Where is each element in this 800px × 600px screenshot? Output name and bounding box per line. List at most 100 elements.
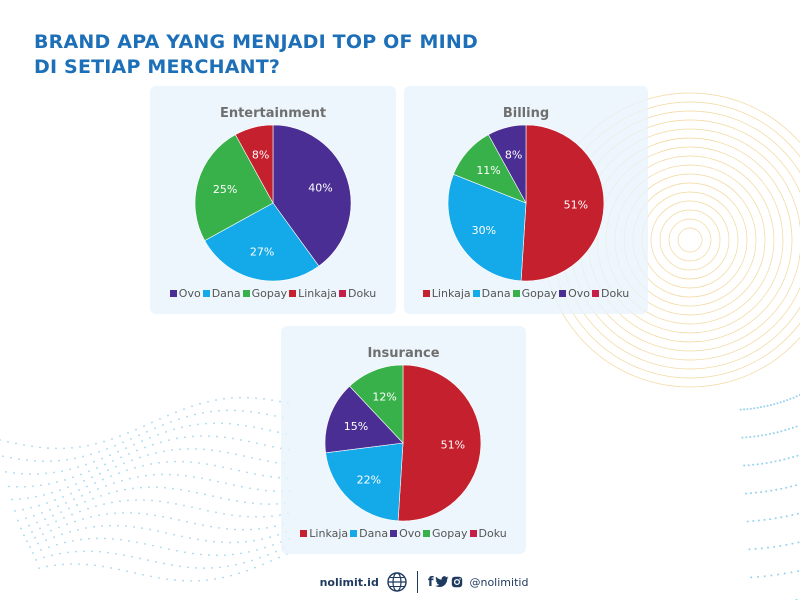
decorative-dot [248,440,250,443]
decorative-dot [153,473,155,476]
decorative-dot [212,495,214,498]
decorative-dot [90,516,92,518]
decorative-dot [760,491,763,494]
decorative-dot [768,432,771,435]
decorative-dot [274,525,276,528]
decorative-dot [275,550,277,553]
decorative-dot [50,529,52,532]
social-handle[interactable]: @nolimitid [469,575,529,589]
decorative-dot [224,436,226,439]
decorative-dot [251,559,253,562]
decorative-dot [99,550,101,553]
decorative-dot [2,455,4,458]
decorative-dot [192,552,194,555]
decorative-dot [750,576,753,579]
decorative-dot [210,410,212,413]
decorative-dot [766,404,769,407]
decorative-dot [752,520,755,523]
decorative-dot [103,440,105,443]
decorative-dot [57,505,59,508]
decorative-dot [109,524,111,527]
legend-swatch [422,290,430,297]
decorative-dot [155,561,157,563]
decorative-dot [773,403,776,406]
slice-label-dana: 27% [250,246,274,259]
decorative-dot [275,461,277,464]
decorative-dot [188,490,190,493]
decorative-dot [108,492,110,495]
decorative-ring [677,227,703,253]
decorative-dot [144,543,146,545]
decorative-dot [66,458,68,461]
decorative-dot [97,488,99,490]
decorative-dot [71,446,73,449]
decorative-dot [256,442,258,445]
decorative-dot [233,484,235,487]
decorative-dot [55,447,57,450]
globe-icon [387,572,407,592]
decorative-dot [757,434,760,437]
legend-label: Linkaja [309,527,349,540]
decorative-dot [786,399,789,402]
decorative-dot [219,566,221,569]
decorative-dot [266,526,268,529]
decorative-dot [220,497,222,499]
pie-slice-linkaja [235,124,274,204]
decorative-dot [27,497,29,500]
decorative-dot [795,425,798,428]
decorative-dot [101,457,103,460]
decorative-dot [770,574,773,577]
legend-swatch [472,290,480,297]
decorative-dot [221,541,223,544]
twitter-icon[interactable] [435,576,449,588]
decorative-dot [232,553,234,556]
decorative-dot [55,520,57,523]
legend-label: Linkaja [298,287,337,300]
decorative-dot [133,443,135,446]
decorative-dot [130,437,132,440]
decorative-dot [21,472,23,475]
decorative-dot [69,468,71,471]
decorative-dot [109,454,111,457]
decorative-dot [38,567,40,570]
slice-label-linkaja: 51% [564,199,588,212]
decorative-dot [745,436,748,439]
instagram-icon[interactable] [451,576,463,588]
decorative-dot [192,435,194,438]
decorative-dot [56,481,58,484]
decorative-dot [271,515,273,517]
decorative-dot [35,495,37,498]
decorative-dot [161,473,163,476]
decorative-dot [189,424,191,427]
decorative-dot [189,537,191,539]
decorative-dot [266,413,268,416]
decorative-dot [754,547,757,550]
chart-legend: Linkaja Dana Ovo Gopay Doku [281,527,526,540]
decorative-dot [141,527,143,530]
decorative-dot [794,484,797,487]
facebook-icon[interactable]: f [427,574,434,590]
decorative-ring [632,182,748,298]
decorative-dot [254,473,256,475]
website-link[interactable]: nolimit.id [319,575,379,589]
decorative-dot [142,573,144,576]
decorative-dot [193,476,195,478]
decorative-dot [29,546,31,548]
decorative-dot [121,479,123,482]
decorative-dot [87,507,89,510]
legend-swatch [559,290,567,297]
decorative-dot [77,466,79,469]
decorative-dot [43,556,45,559]
decorative-dot [10,456,12,459]
decorative-dot [74,520,76,523]
decorative-dot [763,575,766,578]
decorative-dot [235,453,237,456]
decorative-dot [37,542,39,545]
decorative-dot [176,437,178,440]
decorative-dot [47,447,49,449]
decorative-dot [168,439,170,442]
legend-item-ovo: Ovo [390,527,421,540]
decorative-dot [780,487,783,490]
decorative-dot [105,484,107,487]
decorative-dot [169,473,171,476]
